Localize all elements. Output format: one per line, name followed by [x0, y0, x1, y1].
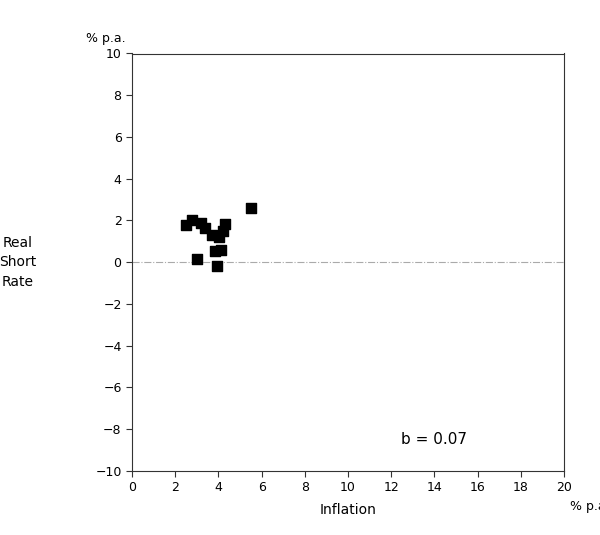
Point: [192, 255, 202, 263]
Point: [212, 262, 222, 271]
Point: [207, 231, 217, 239]
Point: [211, 247, 220, 255]
Point: [246, 204, 256, 212]
Point: [218, 226, 227, 235]
Point: [220, 219, 230, 228]
Text: Real
Short
Rate: Real Short Rate: [0, 235, 37, 289]
Point: [188, 216, 197, 225]
Point: [215, 233, 224, 241]
Text: % p.a.: % p.a.: [86, 33, 126, 45]
Text: b = 0.07: b = 0.07: [401, 432, 467, 447]
Point: [216, 246, 226, 254]
Point: [196, 218, 206, 227]
Point: [181, 220, 191, 229]
Point: [200, 224, 210, 232]
X-axis label: Inflation: Inflation: [320, 502, 376, 517]
Text: % p.a.: % p.a.: [570, 500, 600, 513]
